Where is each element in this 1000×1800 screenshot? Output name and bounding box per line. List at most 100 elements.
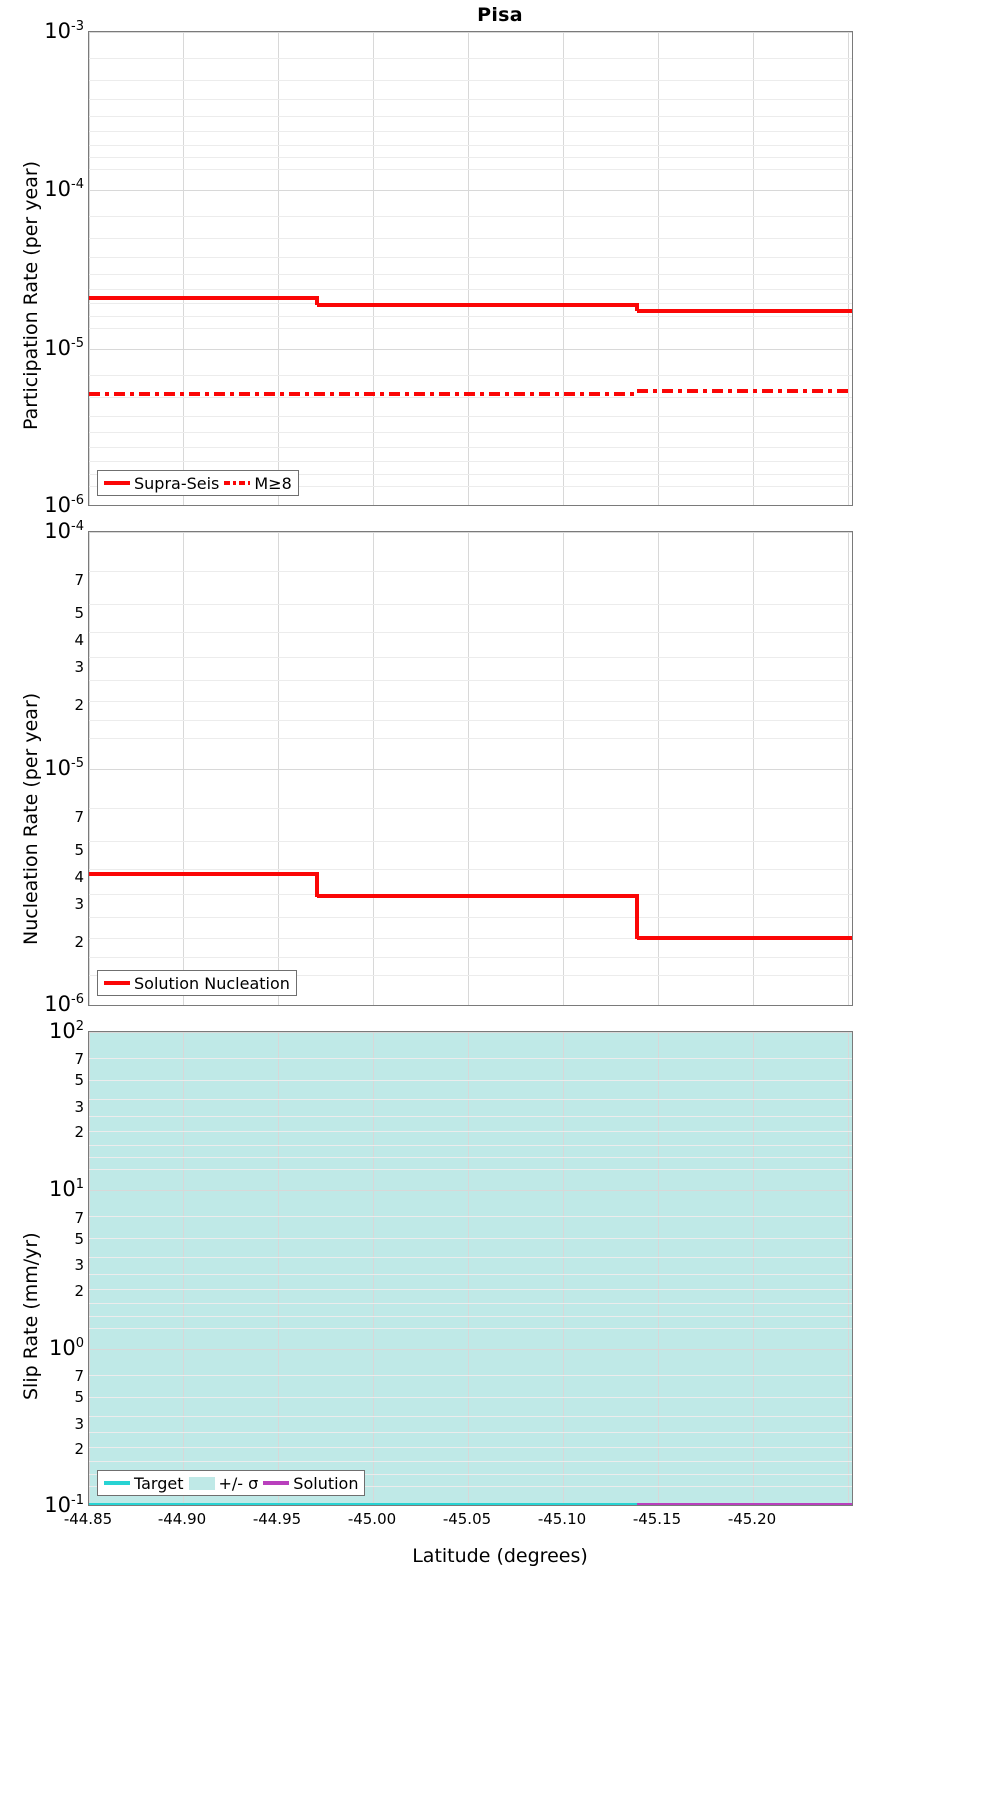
panel3-axis-label-y: Slip Rate (mm/yr) [20,1232,42,1400]
gridline-h-minor [89,145,852,146]
gridline-h-minor [89,1157,852,1158]
panel1-axis-label-y: Participation Rate (per year) [20,160,42,430]
gridline-h [89,1032,852,1033]
gridline-h-minor [89,447,852,448]
gridline-v [658,32,659,505]
gridline-v [183,532,184,1005]
gridline-v [848,1032,849,1505]
ytick-minor-2: 2 [74,1123,84,1141]
gridline-v [278,32,279,505]
gridline-h-minor [89,1461,852,1462]
legend-panel-nucleation[interactable]: Solution Nucleation [97,970,297,996]
xtick-7: -45.20 [727,1510,777,1528]
gridline-h-minor [89,316,852,317]
xtick-3: -45.00 [347,1510,397,1528]
gridline-h-minor [89,680,852,681]
gridline-v [468,1032,469,1505]
gridline-h-minor [89,216,852,217]
gridline-h-minor [89,604,852,605]
gridline-h-minor [89,720,852,721]
gridline-v [183,32,184,505]
gridline-h-minor [89,1238,852,1239]
legend-panel-slip-rate[interactable]: Target +/- σ Solution [97,1470,366,1496]
gridline-v [848,32,849,505]
gridline-h-minor [89,1116,852,1117]
gridline-h-minor [89,131,852,132]
legend-item-sigma[interactable]: +/- σ [188,1474,258,1493]
gridline-h-minor [89,328,852,329]
gridline-h-minor [89,474,852,475]
gridline-h [89,769,852,770]
legend-item-solution[interactable]: Solution [263,1474,358,1493]
gridline-v [468,32,469,505]
legend-item-solution-nucleation[interactable]: Solution Nucleation [104,974,290,993]
series-mag8-segment [89,392,637,396]
ytick-1e-3: 10-3 [44,19,84,43]
legend-label-solution-nucleation: Solution Nucleation [134,973,290,993]
ytick-minor-2: 2 [74,1440,84,1458]
series-supra-seis-segment [637,309,852,313]
ytick-minor-3: 3 [74,895,84,913]
gridline-h-minor [89,1416,852,1417]
gridline-h-minor [89,1145,852,1146]
gridline-v [848,532,849,1005]
gridline-h-minor [89,1216,852,1217]
ytick-minor-4: 4 [74,868,84,886]
gridline-h-minor [89,1397,852,1398]
xtick-6: -45.15 [632,1510,682,1528]
ytick-minor-5: 5 [74,841,84,859]
line-purple-icon [263,1481,290,1485]
legend-panel-participation[interactable]: Supra-Seis M≥8 [97,470,299,496]
xtick-4: -45.05 [442,1510,492,1528]
gridline-h-minor [89,841,852,842]
ytick-minor-3: 3 [74,1256,84,1274]
panel-slip-rate: Target +/- σ Solution [88,1031,853,1506]
ytick-minor-5: 5 [74,1230,84,1248]
series-supra-seis-riser [315,296,319,305]
gridline-h-minor [89,1131,852,1132]
gridline-h-minor [89,1169,852,1170]
xtick-1: -44.90 [157,1510,207,1528]
gridline-h-minor [89,461,852,462]
gridline-v [183,1032,184,1505]
ytick-minor-5: 5 [74,1388,84,1406]
gridline-h [89,1349,852,1350]
ytick-1e-5: 10-5 [44,756,84,780]
gridline-v [563,32,564,505]
ytick-minor-2: 2 [74,1282,84,1300]
page-title: Pisa [477,4,523,26]
ytick-minor-7: 7 [74,1367,84,1385]
gridline-h-minor [89,99,852,100]
gridline-h-minor [89,1328,852,1329]
legend-item-supra-seis[interactable]: Supra-Seis [104,474,219,493]
line-solid-icon [104,981,130,985]
line-solid-icon [104,481,130,485]
legend-item-target[interactable]: Target [104,1474,184,1493]
gridline-v [563,532,564,1005]
xtick-5: -45.10 [537,1510,587,1528]
gridline-h-minor [89,701,852,702]
gridline-h-minor [89,632,852,633]
gridline-h-minor [89,375,852,376]
series-solution-nucleation-riser [315,872,319,897]
gridline-h-minor [89,58,852,59]
series-solution-nucleation-segment [637,936,852,940]
series-solution-line [637,1503,852,1505]
gridline-h-minor [89,157,852,158]
gridline-v [278,532,279,1005]
ytick-1e-6: 10-6 [44,992,84,1016]
gridline-h-minor [89,80,852,81]
gridline-h [89,532,852,533]
legend-item-mag8[interactable]: M≥8 [224,474,292,493]
gridline-v [753,532,754,1005]
ytick-minor-3: 3 [74,658,84,676]
ytick-1e0: 100 [48,1336,84,1360]
gridline-v [89,32,90,505]
series-solution-nucleation-riser [635,894,639,939]
panel-participation-rate: Supra-Seis M≥8 [88,31,853,506]
gridline-v [658,532,659,1005]
gridline-h-minor [89,1474,852,1475]
ytick-minor-4: 4 [74,631,84,649]
gridline-h-minor [89,1303,852,1304]
legend-label-supra-seis: Supra-Seis [134,473,220,493]
